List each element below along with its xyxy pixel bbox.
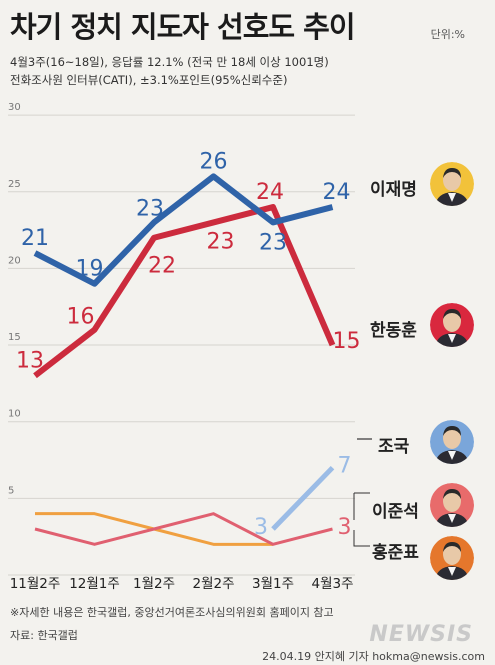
x-tick-label: 1월2주 (133, 576, 175, 592)
data-label: 3 (338, 515, 352, 540)
x-tick-label: 11월2주 (10, 576, 61, 592)
person-icon (430, 420, 474, 464)
person-icon (430, 162, 474, 206)
subtitle-method-info: 전화조사원 인터뷰(CATI), ±3.1%포인트(95%신뢰수준) (10, 73, 288, 87)
data-label: 3 (254, 515, 268, 540)
person-label-lee-jaemyung: 이재명 (370, 180, 417, 200)
data-label: 23 (259, 230, 287, 255)
data-label: 23 (136, 196, 164, 221)
avatar-lee-junseok (430, 483, 474, 527)
y-tick-label: 10 (8, 409, 21, 420)
data-label: 24 (323, 180, 351, 205)
x-tick-label: 2월2주 (192, 576, 234, 592)
y-tick-label: 15 (8, 332, 21, 343)
data-label: 19 (76, 257, 104, 282)
newsis-logo: NEWSIS (369, 622, 473, 647)
footnote: ※자세한 내용은 한국갤럽, 중앙선거여론조사심의위원회 홈페이지 참고 (10, 606, 334, 619)
y-tick-label: 5 (8, 485, 14, 496)
unit-label: 단위:% (430, 28, 465, 41)
data-label: 22 (148, 254, 176, 279)
person-icon (430, 483, 474, 527)
source-label: 자료: 한국갤럽 (10, 629, 78, 642)
data-label: 23 (207, 229, 235, 254)
data-label: 26 (200, 149, 228, 174)
data-label: 16 (67, 305, 95, 330)
avatar-cho-kuk (430, 420, 474, 464)
series-line-0 (33, 173, 334, 287)
data-label: 7 (338, 454, 352, 479)
chart-title: 차기 정치 지도자 선호도 추이 (10, 10, 356, 44)
data-label: 13 (16, 349, 44, 374)
data-label: 15 (333, 329, 361, 354)
series-line-1 (33, 204, 336, 379)
connector-lee-junseok (353, 492, 370, 520)
person-label-lee-junseok: 이준석 (372, 502, 419, 522)
credit-line: 24.04.19 안지혜 기자 hokma@newsis.com (262, 650, 485, 663)
y-tick-label: 30 (8, 102, 21, 113)
y-tick-label: 20 (8, 255, 21, 266)
person-label-hong-junpyo: 홍준표 (372, 543, 419, 563)
data-label: 24 (256, 180, 284, 205)
x-tick-label: 4월3주 (311, 576, 353, 592)
person-icon (430, 536, 474, 580)
x-tick-label: 12월1주 (69, 576, 120, 592)
connector-hong-junpyo (353, 530, 370, 547)
data-label: 21 (21, 226, 49, 251)
avatar-han-donghoon (430, 303, 474, 347)
person-icon (430, 303, 474, 347)
subtitle-survey-info: 4월3주(16~18일), 응답률 12.1% (전국 만 18세 이상 100… (10, 55, 329, 69)
person-label-han-donghoon: 한동훈 (370, 321, 417, 341)
avatar-hong-junpyo (430, 536, 474, 580)
line-chart: 5 10 15 20 25 30 11월2주 12월1주 1월2주 2월2주 3월1주 4월3주 21 1… (8, 102, 372, 592)
y-tick-label: 25 (8, 179, 21, 190)
x-tick-label: 3월1주 (252, 576, 294, 592)
avatar-lee-jaemyung (430, 162, 474, 206)
person-label-cho-kuk: 조국 (378, 437, 410, 457)
series-line-3 (34, 512, 333, 546)
series-line-2 (271, 465, 335, 531)
